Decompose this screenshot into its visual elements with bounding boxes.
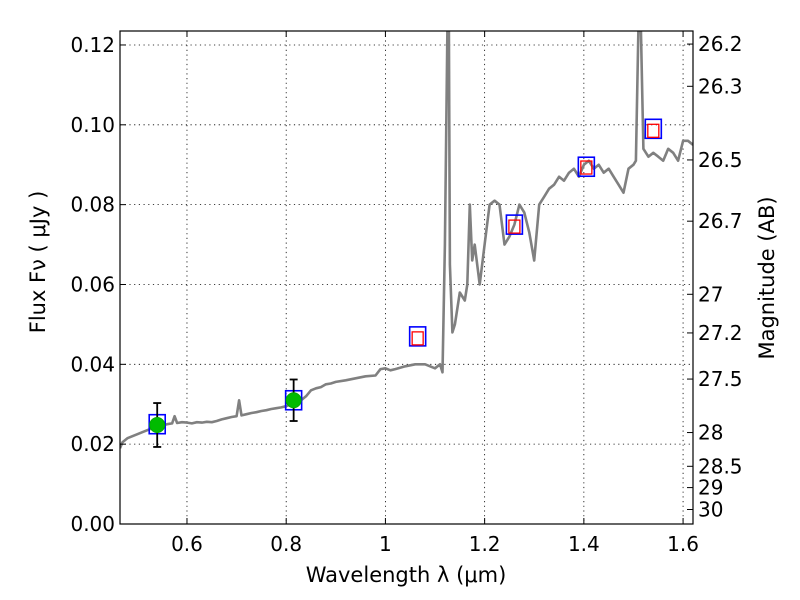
y-tick-label: 0.02 (70, 432, 115, 456)
model-photometry-marker (577, 156, 596, 178)
x-tick-label: 0.8 (270, 532, 302, 556)
x-tick-label: 1.4 (568, 532, 600, 556)
magnitude-tick-label: 27.2 (698, 321, 743, 345)
magnitude-tick-label: 27.5 (698, 367, 743, 391)
x-tick-label: 1.2 (469, 532, 501, 556)
y-tick-label: 0.06 (70, 272, 115, 296)
magnitude-tick-label: 26.2 (698, 32, 743, 56)
photometry-markers (148, 118, 663, 448)
magnitude-tick-label: 28.5 (698, 454, 743, 478)
magnitude-tick-label: 27 (698, 282, 723, 306)
axis-ticks: 0.6 0.8 1 1.2 1.4 1.6 0.00 0.02 0.04 0.06 0.08 0.10… (70, 31, 743, 556)
model-photometry-marker (644, 118, 663, 140)
x-tick-label: 1.6 (667, 532, 699, 556)
plot-frame (119, 30, 694, 525)
spectrum-line (120, 31, 693, 449)
magnitude-axis-label: Magnitude (AB) (755, 196, 779, 359)
magnitude-tick-label: 29 (698, 476, 723, 500)
y-axis-label: Flux Fν ( μJy ) (26, 191, 50, 334)
magnitude-tick-label: 30 (698, 498, 723, 522)
model-photometry-inner-marker (580, 160, 593, 175)
x-axis-label: Wavelength λ (μm) (306, 563, 507, 587)
data-series (120, 31, 693, 449)
model-photometry-inner-marker (647, 123, 660, 138)
model-photometry-marker (408, 326, 427, 347)
model-photometry-inner-marker (508, 219, 521, 234)
magnitude-tick-label: 26.3 (698, 74, 743, 98)
magnitude-tick-label: 26.5 (698, 148, 743, 172)
x-tick-label: 1 (379, 532, 392, 556)
magnitude-tick-label: 26.7 (698, 209, 743, 233)
y-tick-label: 0.08 (70, 193, 115, 217)
y-tick-label: 0.12 (70, 33, 115, 57)
model-photometry-marker (505, 214, 524, 235)
observed-photometry-point (149, 417, 166, 434)
y-tick-label: 0.00 (70, 512, 115, 536)
model-photometry-inner-marker (411, 331, 424, 346)
x-tick-label: 0.6 (171, 532, 203, 556)
y-tick-label: 0.04 (70, 352, 115, 376)
y-tick-label: 0.10 (70, 113, 115, 137)
magnitude-tick-label: 28 (698, 421, 723, 445)
observed-photometry-point (285, 392, 302, 409)
